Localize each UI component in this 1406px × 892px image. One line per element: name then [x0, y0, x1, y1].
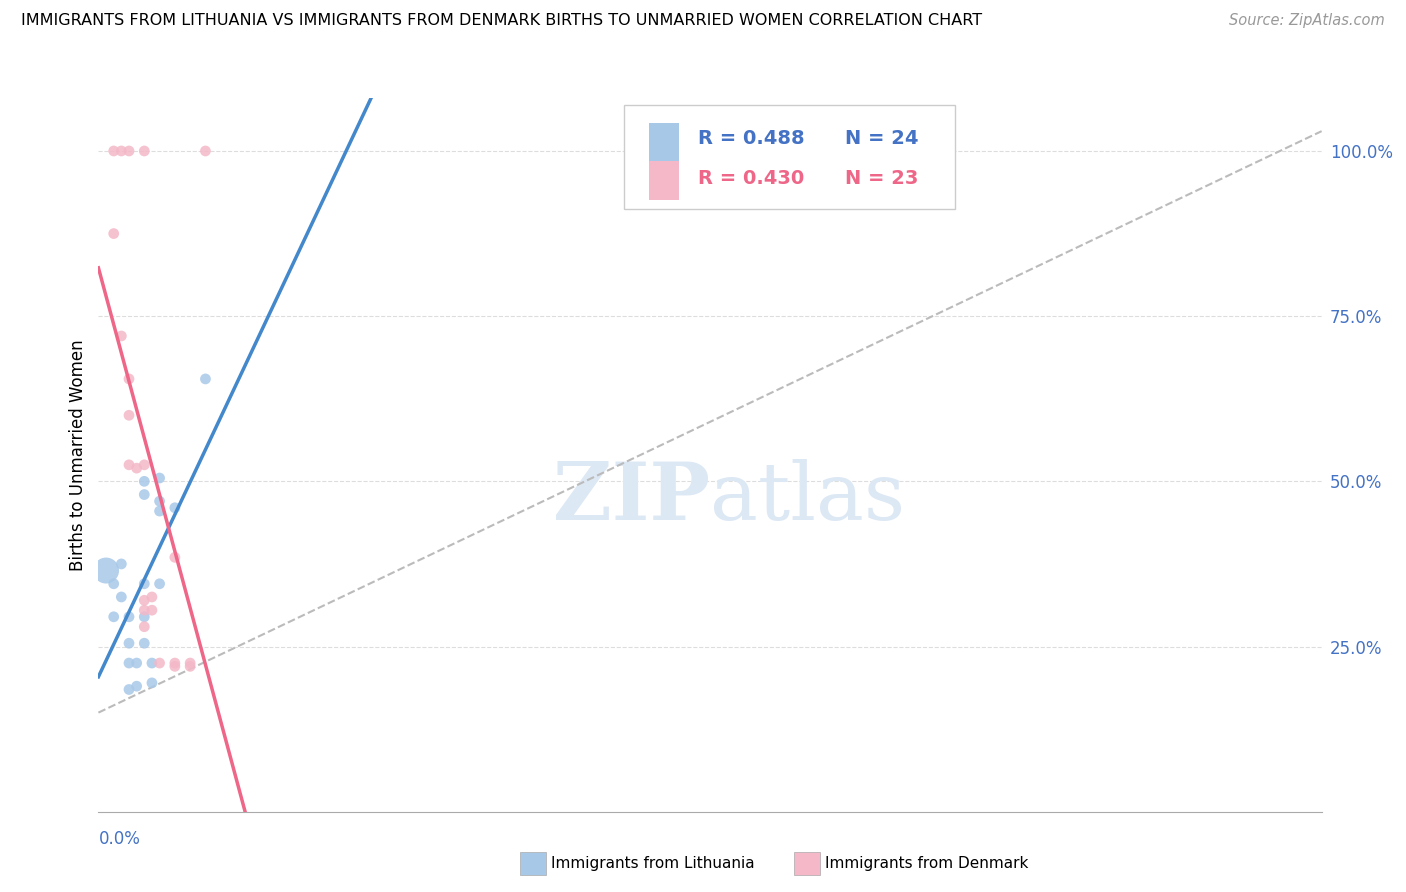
Text: 0.0%: 0.0%	[98, 830, 141, 847]
Point	[134, 144, 156, 158]
Text: atlas: atlas	[710, 458, 905, 537]
Point	[118, 458, 141, 472]
Point	[110, 144, 132, 158]
Point	[134, 475, 156, 489]
Text: IMMIGRANTS FROM LITHUANIA VS IMMIGRANTS FROM DENMARK BIRTHS TO UNMARRIED WOMEN C: IMMIGRANTS FROM LITHUANIA VS IMMIGRANTS …	[21, 13, 983, 29]
Point	[149, 504, 172, 518]
Point	[134, 620, 156, 634]
Point	[110, 329, 132, 343]
Point	[103, 609, 125, 624]
Point	[134, 487, 156, 501]
Point	[125, 656, 148, 670]
Point	[134, 593, 156, 607]
Point	[103, 576, 125, 591]
Point	[149, 494, 172, 508]
Point	[134, 603, 156, 617]
Point	[163, 656, 186, 670]
Point	[118, 682, 141, 697]
Point	[110, 557, 132, 571]
Point	[163, 659, 186, 673]
Point	[149, 576, 172, 591]
Point	[194, 144, 217, 158]
Point	[103, 144, 125, 158]
Point	[94, 564, 117, 578]
Text: Immigrants from Lithuania: Immigrants from Lithuania	[551, 856, 755, 871]
FancyBboxPatch shape	[650, 161, 679, 200]
Text: Source: ZipAtlas.com: Source: ZipAtlas.com	[1229, 13, 1385, 29]
Point	[134, 609, 156, 624]
Point	[118, 372, 141, 386]
Point	[134, 636, 156, 650]
Point	[118, 636, 141, 650]
Text: ZIP: ZIP	[553, 458, 710, 537]
Point	[194, 372, 217, 386]
Point	[149, 471, 172, 485]
Text: N = 23: N = 23	[845, 169, 918, 187]
Point	[125, 679, 148, 693]
Point	[163, 550, 186, 565]
Point	[141, 603, 163, 617]
Point	[118, 656, 141, 670]
Point	[118, 144, 141, 158]
FancyBboxPatch shape	[650, 123, 679, 162]
Point	[110, 590, 132, 604]
Point	[134, 458, 156, 472]
FancyBboxPatch shape	[624, 105, 955, 209]
Point	[141, 656, 163, 670]
Point	[118, 609, 141, 624]
Point	[179, 659, 201, 673]
Point	[149, 656, 172, 670]
Point	[163, 500, 186, 515]
Y-axis label: Births to Unmarried Women: Births to Unmarried Women	[69, 339, 87, 571]
Text: R = 0.488: R = 0.488	[697, 129, 804, 148]
Point	[141, 676, 163, 690]
Point	[125, 461, 148, 475]
Point	[141, 590, 163, 604]
Text: Immigrants from Denmark: Immigrants from Denmark	[825, 856, 1029, 871]
Point	[179, 656, 201, 670]
Text: R = 0.430: R = 0.430	[697, 169, 804, 187]
Point	[134, 576, 156, 591]
Text: N = 24: N = 24	[845, 129, 918, 148]
Point	[103, 227, 125, 241]
Point	[118, 409, 141, 423]
